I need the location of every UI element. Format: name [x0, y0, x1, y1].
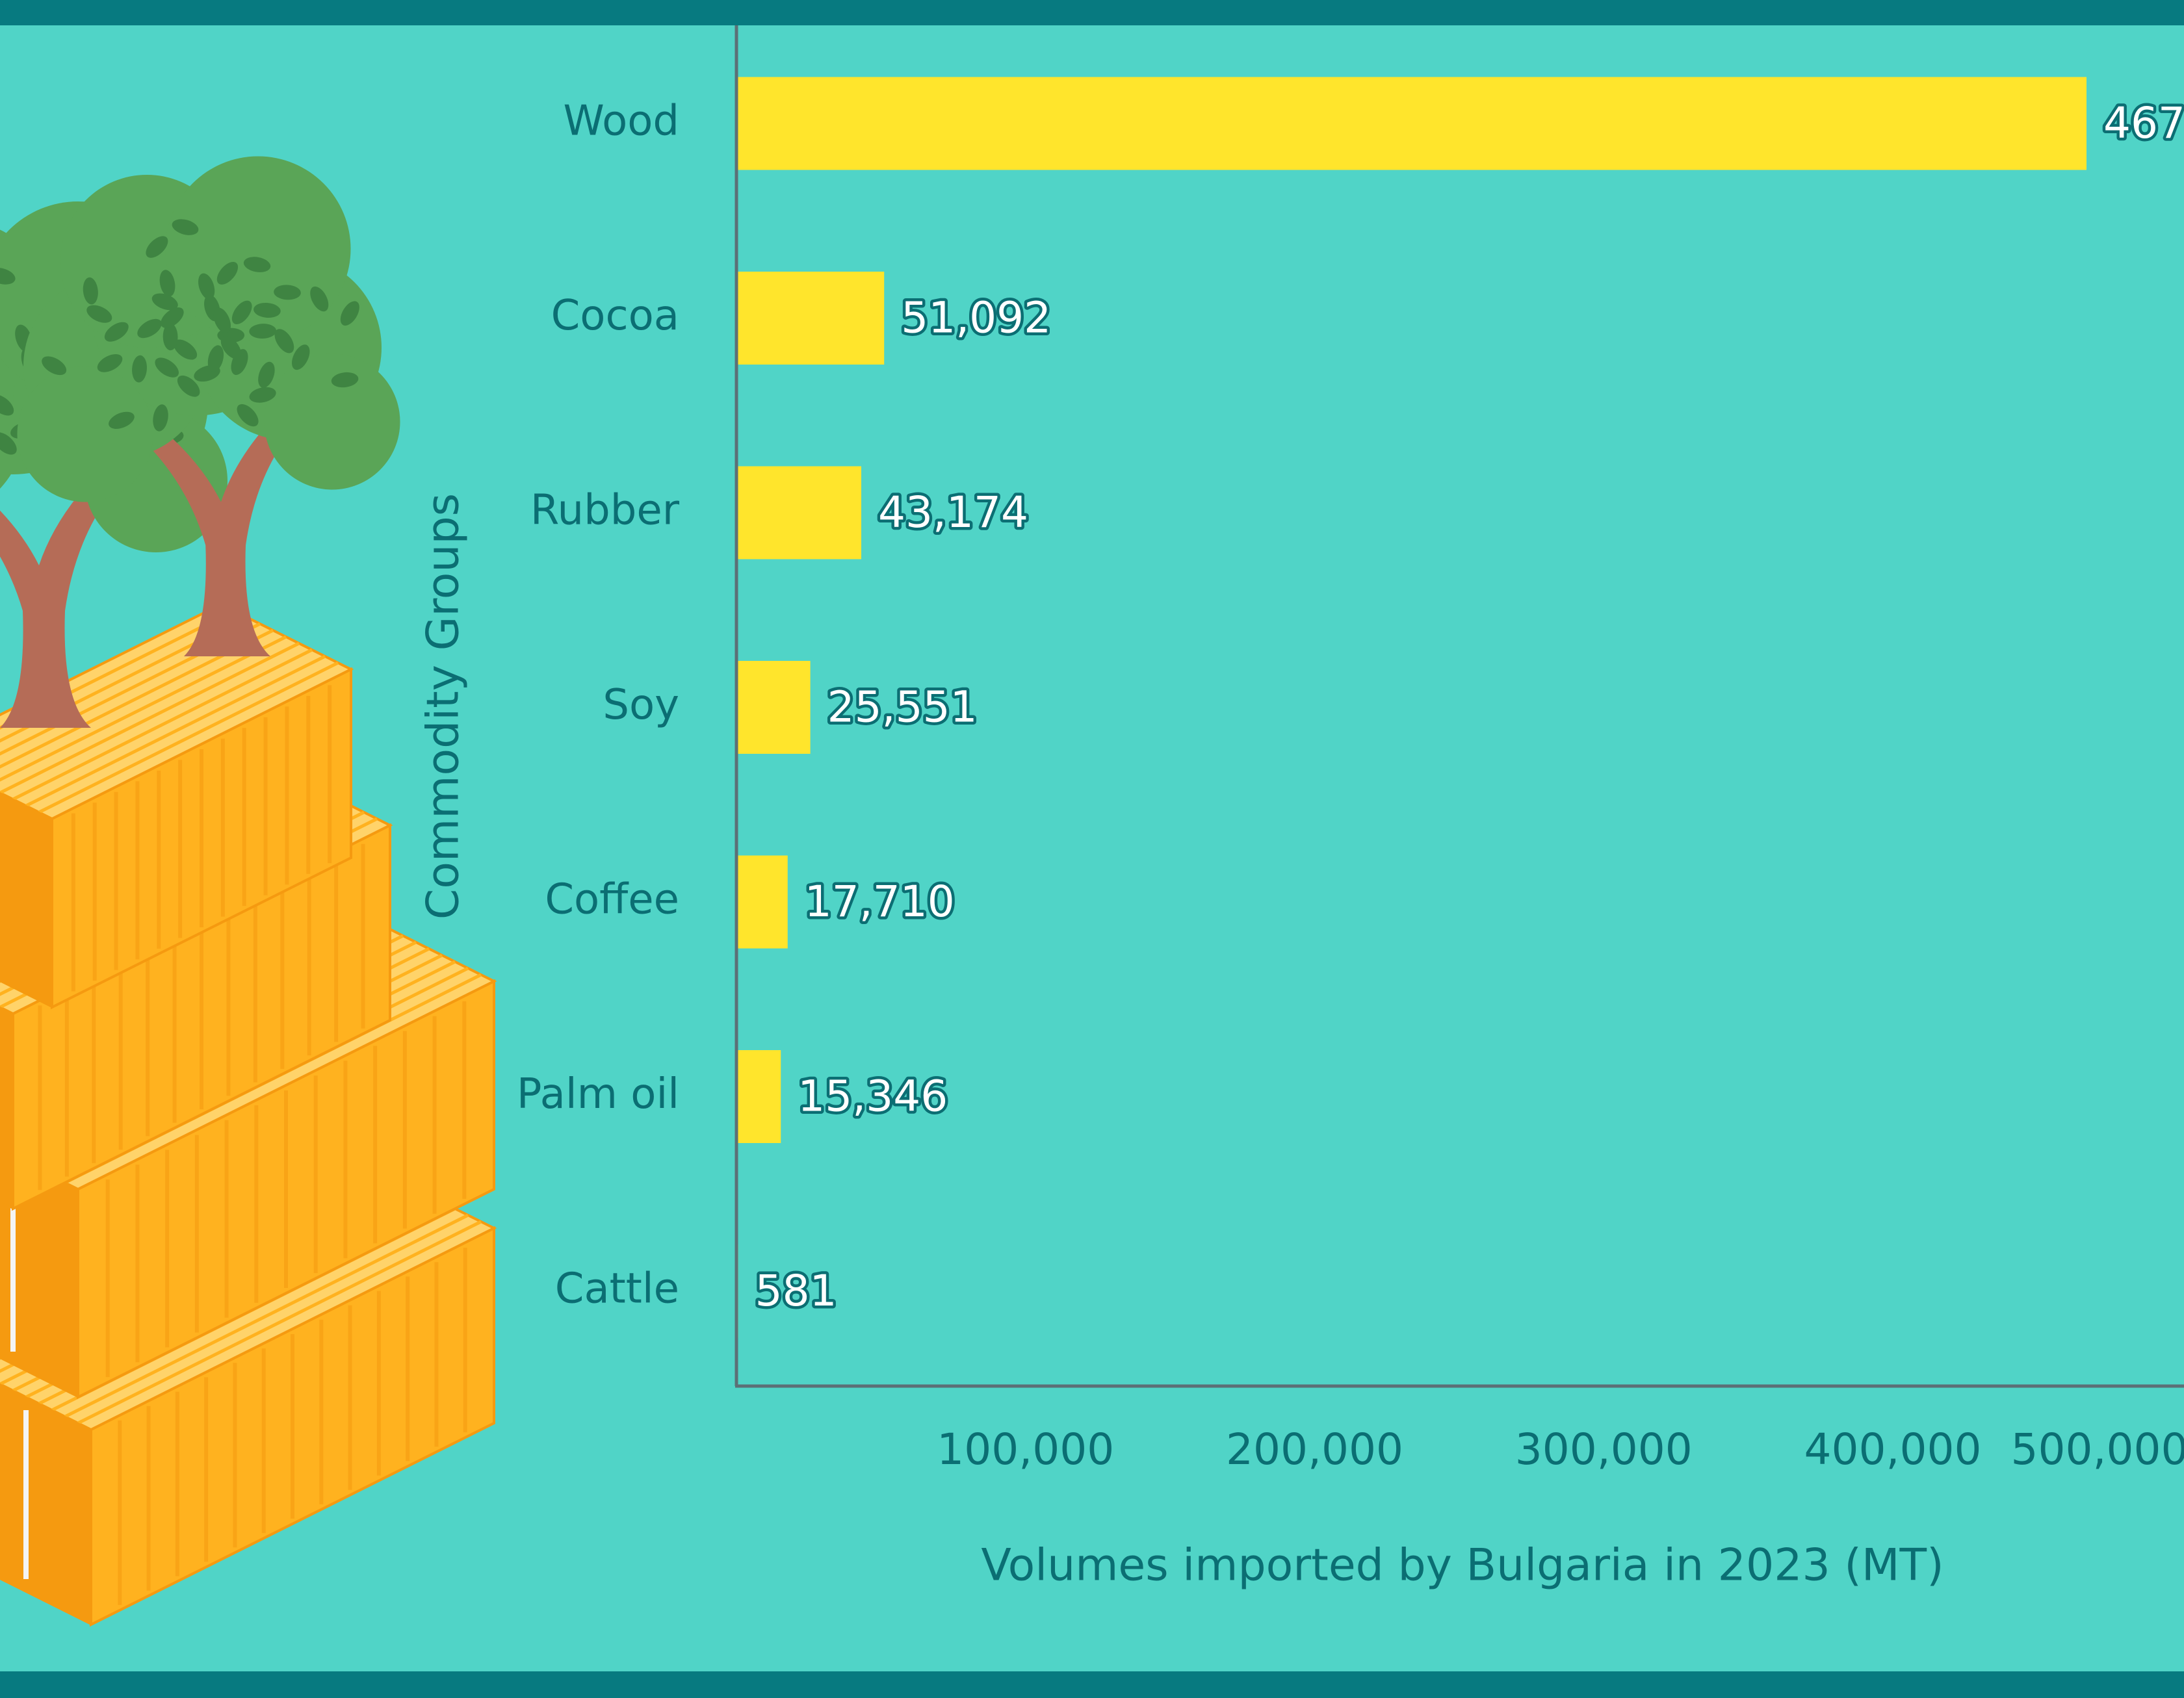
- x-tick-label: 100,000: [937, 1424, 1114, 1474]
- x-tick-labels: 100,000 200,000 300,000 400,000 500,000: [937, 1424, 2184, 1474]
- bar-rubber: [736, 466, 862, 560]
- x-axis-title: Volumes imported by Bulgaria in 2023 (MT…: [981, 1540, 1944, 1591]
- tree-right: [17, 156, 400, 656]
- trees: [0, 156, 400, 728]
- category-label: Cattle: [555, 1265, 679, 1313]
- value-label: 51,092: [901, 293, 1051, 343]
- category-label: Palm oil: [517, 1070, 679, 1118]
- shipping-containers-with-trees-icon: [0, 156, 497, 1627]
- value-label: 43,174: [878, 487, 1028, 537]
- bars: [736, 77, 2086, 1338]
- value-labels: 467, 51,092 43,174 25,551 17,710 15,346 581: [752, 96, 2184, 1319]
- bar-soy: [736, 661, 811, 754]
- y-axis-title: Commodity Groups: [418, 493, 469, 920]
- container-top: [0, 602, 354, 1010]
- value-label: 581: [755, 1266, 837, 1316]
- category-label: Cocoa: [551, 292, 679, 340]
- bar-coffee: [736, 855, 788, 949]
- x-tick-label: 200,000: [1226, 1424, 1403, 1474]
- value-label: 17,710: [805, 877, 955, 927]
- category-label: Coffee: [545, 876, 679, 924]
- category-label: Soy: [603, 681, 679, 729]
- value-label: 25,551: [827, 682, 978, 732]
- x-tick-label: 300,000: [1515, 1424, 1693, 1474]
- bar-cocoa: [736, 272, 885, 365]
- bar-palm-oil: [736, 1050, 781, 1143]
- x-tick-label: 400,000: [1804, 1424, 1982, 1474]
- value-label: 15,346: [798, 1072, 948, 1122]
- category-labels: Wood Cocoa Rubber Soy Coffee Palm oil Cattle: [517, 97, 680, 1313]
- bar-wood: [736, 77, 2086, 170]
- top-band: [0, 0, 2184, 25]
- x-tick-label: 500,000: [2011, 1424, 2184, 1474]
- value-label: 467,: [2103, 98, 2184, 148]
- category-label: Rubber: [530, 487, 680, 535]
- category-label: Wood: [564, 97, 679, 146]
- bottom-band: [0, 1671, 2184, 1698]
- container-stack: [0, 602, 497, 1627]
